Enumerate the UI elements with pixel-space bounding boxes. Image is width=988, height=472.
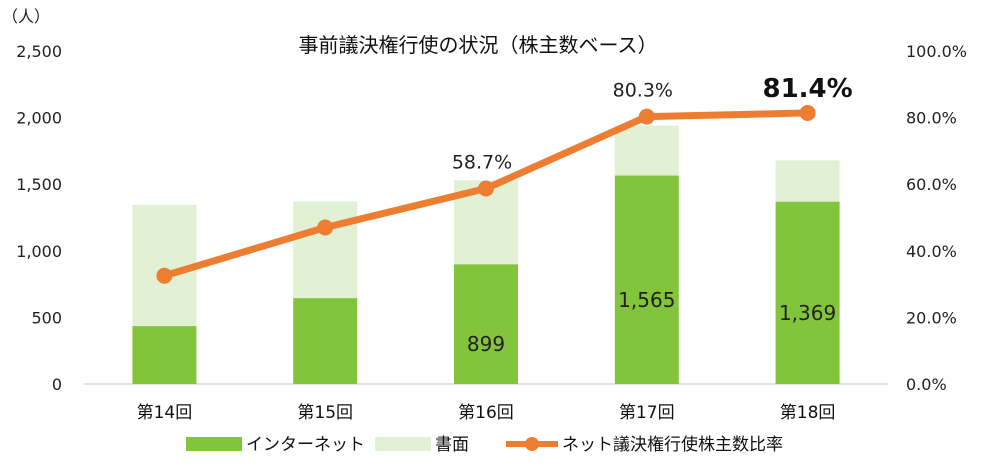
y-tick-label: 2,000 xyxy=(16,109,62,128)
line-data-label: 58.7% xyxy=(452,152,512,174)
x-tick-label: 第14回 xyxy=(137,403,193,423)
y2-tick-label: 0.0% xyxy=(906,375,947,394)
line-series xyxy=(156,104,816,284)
bar-internet xyxy=(454,264,518,384)
y-axis-unit: （人） xyxy=(2,7,50,26)
legend-label: インターネット xyxy=(246,435,365,455)
line-point xyxy=(799,104,816,121)
bar-data-label: 1,369 xyxy=(779,301,836,325)
y2-tick-label: 100.0% xyxy=(906,42,967,61)
bars xyxy=(132,125,840,384)
legend: インターネット 書面 ネット議決権行使株主数比率 xyxy=(186,434,783,455)
y-axis: 0 500 1,000 1,500 2,000 2,500 xyxy=(16,42,62,394)
bar-data-label: 1,565 xyxy=(618,288,675,312)
legend-swatch xyxy=(186,437,242,451)
bar-internet xyxy=(614,175,679,384)
line-data-label: 81.4% xyxy=(762,74,852,104)
legend-label: ネット議決権行使株主数比率 xyxy=(562,434,783,455)
y-tick-label: 1,000 xyxy=(16,242,62,261)
y2-tick-label: 60.0% xyxy=(906,175,957,194)
bar-data-label: 899 xyxy=(467,332,505,356)
y-tick-label: 2,500 xyxy=(16,42,62,61)
line-point xyxy=(478,180,494,197)
y-tick-label: 1,500 xyxy=(16,175,62,194)
bar-labels: 899 1,565 1,369 xyxy=(467,288,836,356)
legend-marker xyxy=(525,437,539,451)
line-point xyxy=(317,219,334,236)
bar-internet xyxy=(293,298,358,384)
y2-tick-label: 80.0% xyxy=(906,109,957,128)
line-data-label: 80.3% xyxy=(613,80,673,102)
y2-tick-label: 20.0% xyxy=(906,308,957,327)
legend-label: 書面 xyxy=(435,435,469,455)
bar-paper xyxy=(775,160,840,202)
line-point xyxy=(638,108,655,125)
y-tick-label: 500 xyxy=(31,308,62,327)
x-tick-label: 第17回 xyxy=(619,403,675,423)
bar-paper xyxy=(132,204,197,327)
x-axis: 第14回 第15回 第16回 第17回 第18回 xyxy=(137,403,836,423)
y-tick-label: 0 xyxy=(52,375,62,394)
legend-swatch xyxy=(375,437,431,451)
bar-internet xyxy=(132,326,197,384)
bar-internet xyxy=(775,201,840,384)
x-tick-label: 第16回 xyxy=(458,403,514,423)
line-point xyxy=(156,267,173,284)
y2-tick-label: 40.0% xyxy=(906,242,957,261)
chart-title: 事前議決権行使の状況（株主数ベース） xyxy=(299,33,658,57)
bar-paper xyxy=(614,125,679,176)
line-labels: 58.7% 80.3% 81.4% xyxy=(452,74,853,174)
y2-axis: 0.0% 20.0% 40.0% 60.0% 80.0% 100.0% xyxy=(906,42,967,394)
x-tick-label: 第18回 xyxy=(780,403,836,423)
x-tick-label: 第15回 xyxy=(297,403,353,423)
bar-paper xyxy=(293,201,358,299)
